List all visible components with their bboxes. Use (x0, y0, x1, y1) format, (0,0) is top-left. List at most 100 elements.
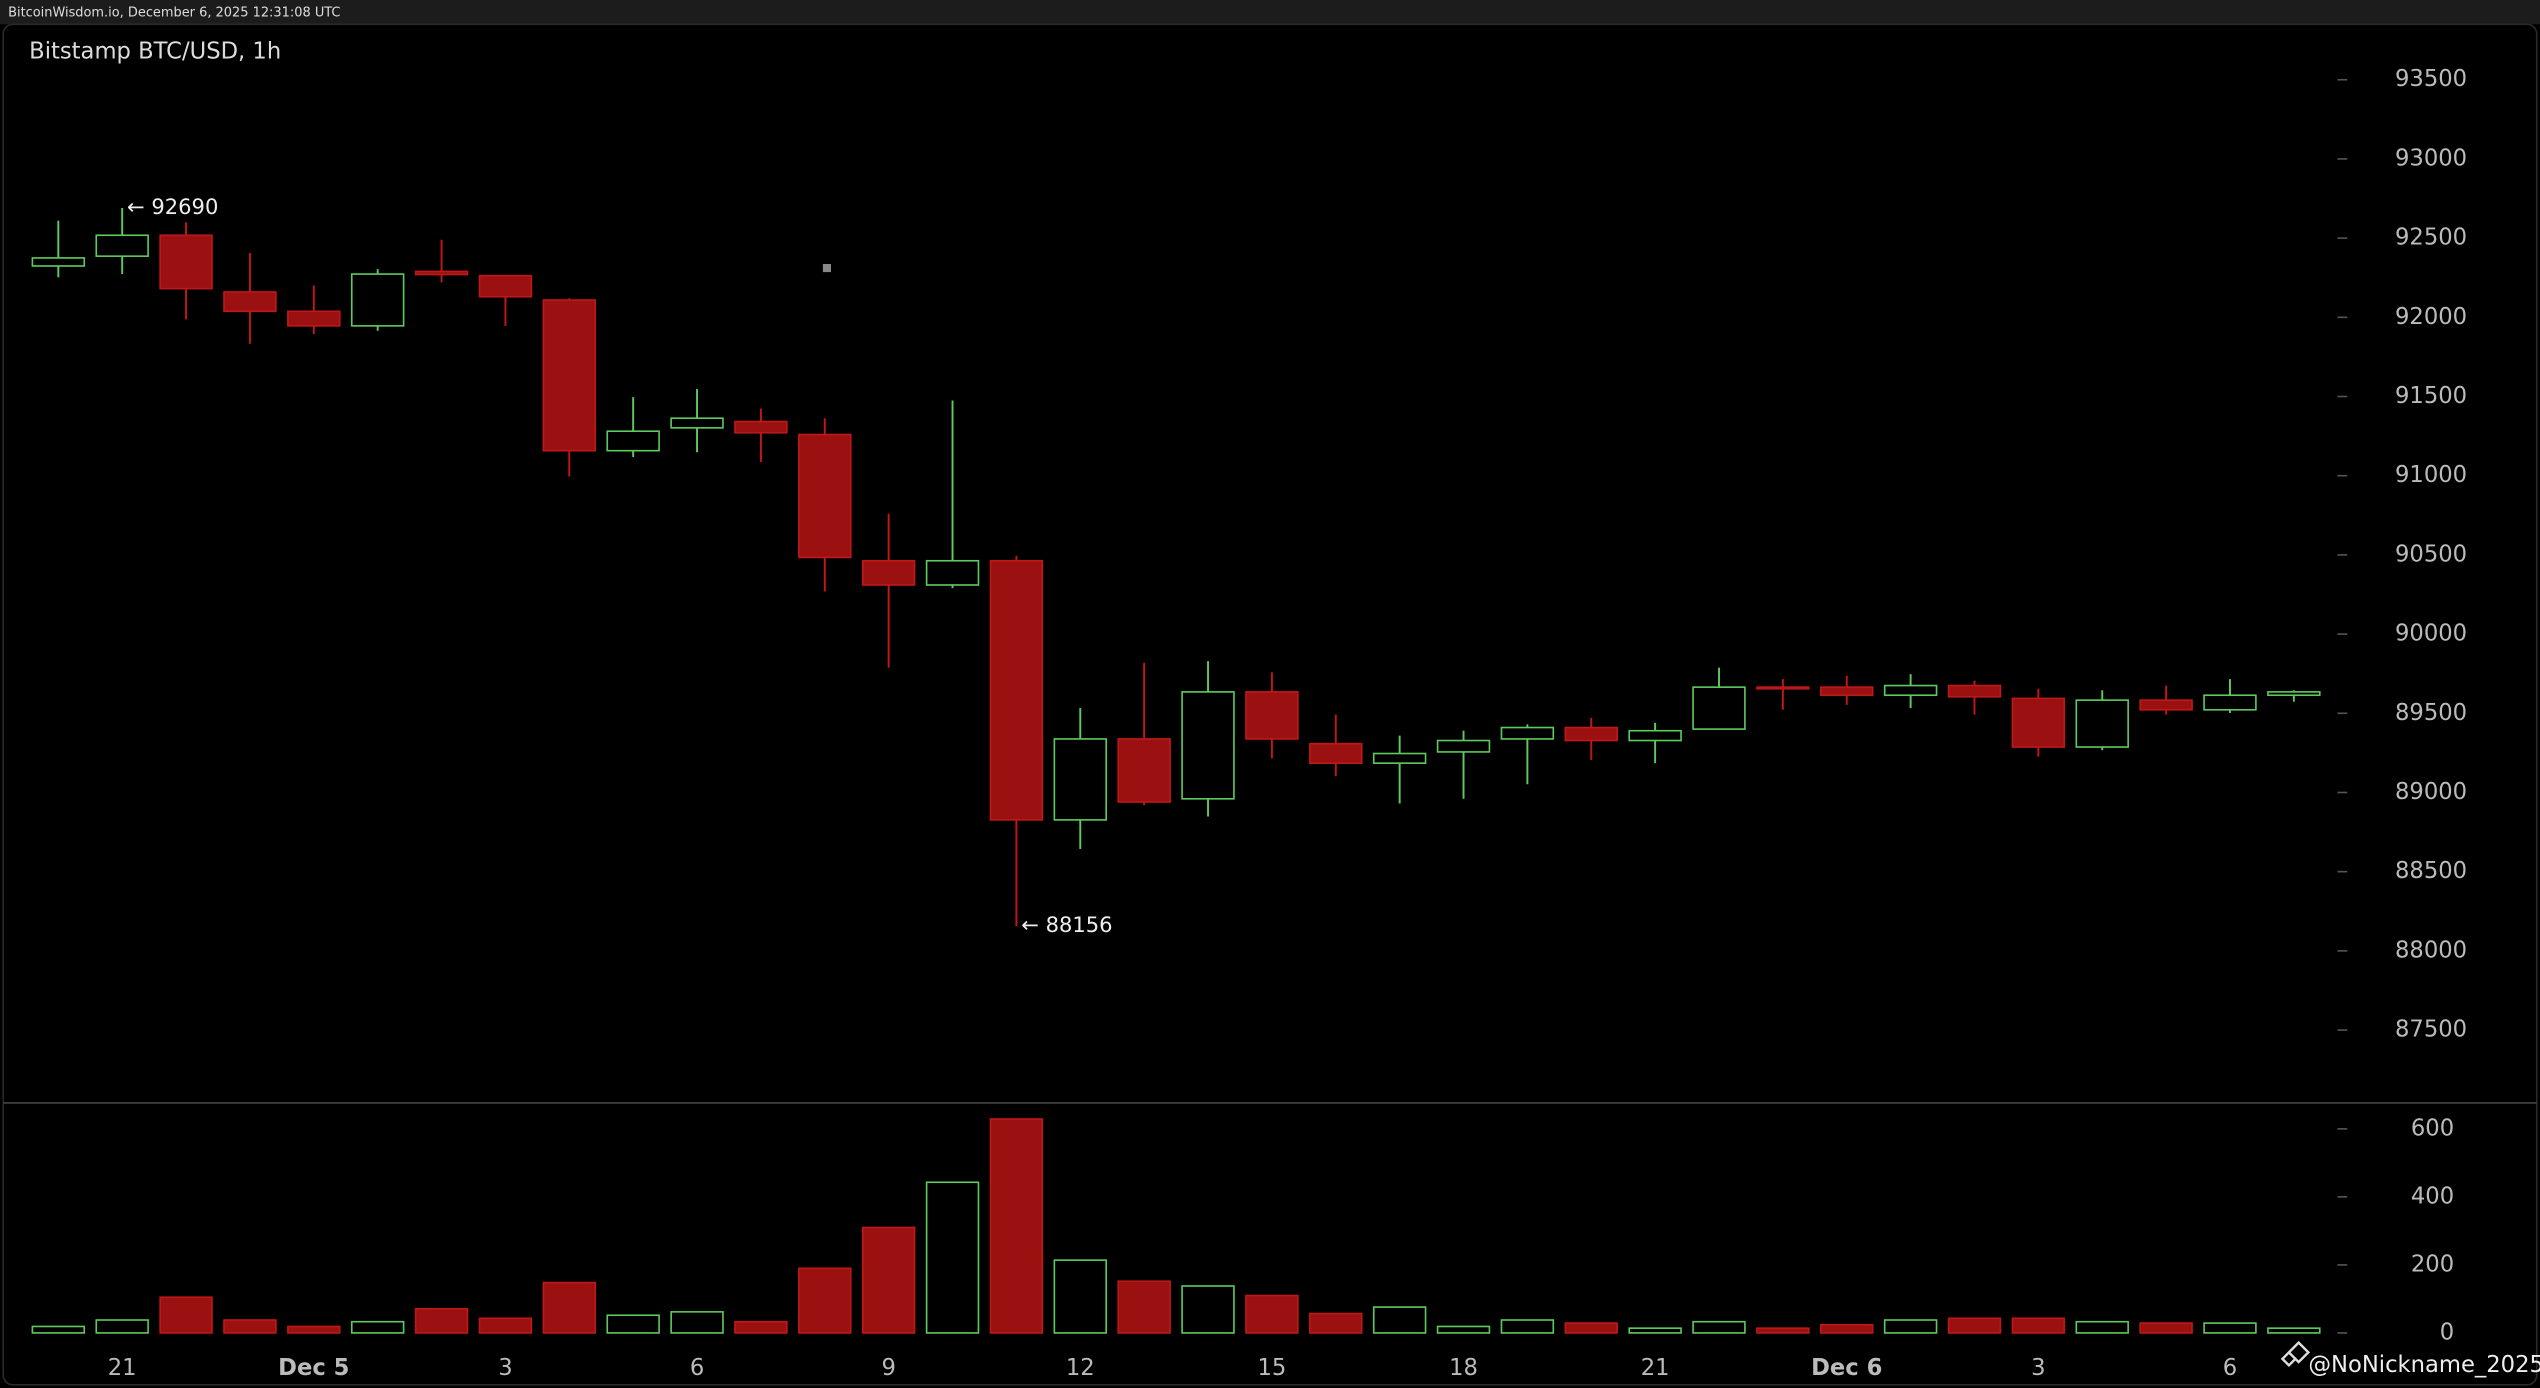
x-tick-label: Dec 6 (1811, 1355, 1882, 1381)
volume-bar (925, 1181, 980, 1334)
candle-body (159, 234, 213, 290)
x-tick-label: 6 (2223, 1355, 2237, 1381)
candle-body (2267, 691, 2321, 697)
candle-body (1692, 686, 1746, 730)
candle-body (1564, 726, 1618, 742)
volume-bar (2203, 1322, 2257, 1334)
candle-body (1309, 742, 1363, 764)
volume-bar (1692, 1320, 1746, 1334)
candle-body (1372, 752, 1427, 764)
volume-bar (670, 1311, 724, 1334)
candle-body (989, 559, 1044, 821)
volume-bar (1947, 1317, 2002, 1334)
y-tick-label: 90000 (2395, 621, 2467, 647)
candle-body (734, 420, 788, 434)
watermark: @NoNickname_2025 (2308, 1352, 2540, 1378)
volume-bar (1309, 1312, 1363, 1334)
candle-body (1628, 729, 1682, 742)
candle-body (2139, 699, 2193, 711)
volume-bar (478, 1317, 533, 1334)
x-tick-label: 15 (1257, 1355, 1286, 1381)
candle-body (2203, 694, 2257, 711)
x-tick-label: 3 (498, 1355, 512, 1381)
chart-title: Bitstamp BTC/USD, 1h (29, 38, 281, 64)
y-tick-label: 92000 (2395, 304, 2467, 330)
volume-bar (350, 1320, 405, 1334)
volume-bar (989, 1118, 1044, 1334)
header: BitcoinWisdom.io, December 6, 2025 12:31… (8, 5, 340, 20)
volume-bar (414, 1307, 469, 1334)
annotation: ← 92690 (127, 194, 218, 219)
x-tick-label: 21 (1641, 1355, 1670, 1381)
y-tick-label: 93000 (2395, 145, 2467, 171)
volume-bar (861, 1226, 916, 1334)
x-tick-label: 18 (1449, 1355, 1478, 1381)
volume-bar (798, 1267, 852, 1334)
volume-bar (2075, 1320, 2129, 1334)
volume-bar (1053, 1259, 1108, 1334)
y-tick-label: 92500 (2395, 225, 2467, 251)
x-tick-label: 9 (881, 1355, 895, 1381)
candle-body (1756, 686, 1810, 690)
volume-bar (2011, 1317, 2066, 1334)
volume-bar (31, 1325, 86, 1334)
y-tick-label: 91500 (2395, 383, 2467, 409)
volume-bar (1372, 1306, 1427, 1334)
volume-tick-label: 200 (2411, 1251, 2454, 1277)
candle-body (1947, 684, 2002, 698)
panel-border (2, 23, 2538, 1386)
volume-bar (1820, 1323, 1874, 1334)
candle-body (1883, 684, 1938, 697)
y-tick-label: 93500 (2395, 66, 2467, 92)
candle-body (287, 310, 341, 327)
volume-bar (542, 1281, 597, 1334)
x-tick-label: 3 (2031, 1355, 2045, 1381)
top-bar (0, 0, 2540, 25)
y-tick-label: 88000 (2395, 937, 2467, 963)
volume-bar (159, 1296, 213, 1334)
volume-bar (2267, 1327, 2321, 1334)
volume-tick-label: 0 (2440, 1319, 2454, 1345)
candle-body (1500, 726, 1555, 740)
watermark-icon (2280, 1340, 2311, 1368)
y-tick-label: 91000 (2395, 462, 2467, 488)
candle-body (1436, 739, 1491, 753)
marker-dot (822, 263, 832, 273)
candle-body (542, 299, 597, 452)
candle-body (95, 234, 149, 257)
volume-bar (1436, 1325, 1491, 1334)
volume-bar (1181, 1285, 1235, 1334)
x-tick-label: 21 (108, 1355, 137, 1381)
candle-body (223, 291, 277, 313)
volume-bar (1117, 1280, 1171, 1334)
candle-body (1181, 691, 1235, 800)
volume-bar (606, 1314, 660, 1334)
candle-body (1820, 686, 1874, 697)
candle-body (606, 430, 660, 452)
candle-body (414, 270, 469, 276)
volume-bar (223, 1319, 277, 1334)
candle-body (925, 559, 980, 586)
volume-bar (2139, 1322, 2193, 1334)
y-tick-label: 88500 (2395, 858, 2467, 884)
candle-body (31, 257, 86, 267)
candle-body (2075, 699, 2129, 748)
volume-bar (1756, 1327, 1810, 1334)
volume-bar (1628, 1327, 1682, 1334)
volume-bar (1564, 1322, 1618, 1334)
x-tick-label: Dec 5 (278, 1355, 349, 1381)
annotation: ← 88156 (1021, 912, 1112, 937)
volume-bar (734, 1320, 788, 1334)
volume-bar (1500, 1319, 1555, 1334)
volume-tick-label: 400 (2411, 1183, 2454, 1209)
candle-body (1245, 691, 1299, 740)
y-tick-label: 89000 (2395, 779, 2467, 805)
candle-body (350, 273, 405, 327)
candle-body (2011, 697, 2066, 748)
watermark-group: @NoNickname_2025 (2280, 1340, 2540, 1378)
x-tick-label: 6 (690, 1355, 704, 1381)
candle-body (1053, 738, 1108, 821)
candle-body (478, 274, 533, 298)
volume-bar (1883, 1319, 1938, 1334)
